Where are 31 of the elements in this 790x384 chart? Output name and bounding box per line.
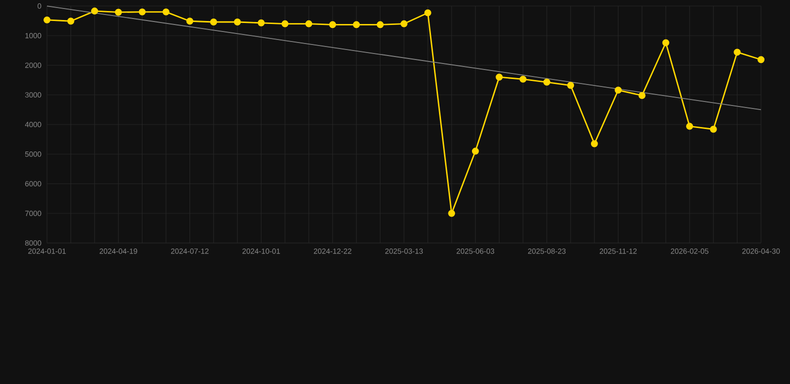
point — [186, 18, 194, 25]
point — [496, 74, 503, 81]
point — [662, 39, 670, 46]
point — [520, 76, 526, 83]
point — [91, 8, 98, 15]
point — [758, 56, 764, 64]
point — [590, 140, 598, 148]
point — [138, 8, 146, 16]
point — [352, 21, 360, 28]
point — [543, 78, 550, 86]
point — [448, 210, 456, 217]
point — [162, 8, 170, 16]
point — [376, 21, 384, 28]
point — [210, 18, 218, 26]
point — [44, 16, 50, 24]
point — [282, 20, 288, 28]
point — [614, 86, 622, 94]
point — [710, 126, 717, 133]
point — [686, 122, 694, 130]
point — [258, 19, 265, 26]
point — [424, 9, 432, 16]
point — [67, 18, 74, 25]
point — [734, 48, 741, 56]
point — [400, 20, 408, 28]
point — [472, 148, 479, 155]
point — [567, 82, 574, 89]
point — [114, 8, 122, 16]
point — [638, 92, 646, 99]
point — [329, 21, 336, 28]
point — [234, 18, 241, 26]
point — [305, 20, 312, 28]
